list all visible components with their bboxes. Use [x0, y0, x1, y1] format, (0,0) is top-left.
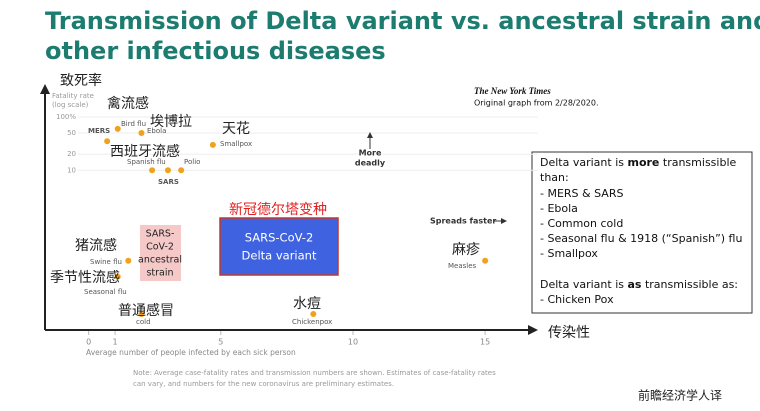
point	[149, 167, 156, 174]
text-box-item: - Ebola	[540, 202, 578, 215]
point-label-zh: 西班牙流感	[110, 143, 180, 160]
note: Note: Average case-fatality rates and tr…	[133, 369, 496, 377]
annotation: deadly	[355, 159, 386, 168]
text-box-line: Delta variant is more transmissible	[540, 156, 736, 169]
ancestral-box-text: CoV-2	[146, 242, 174, 253]
y-tick-label: 10	[67, 166, 76, 174]
point-label-zh: 季节性流感	[50, 269, 120, 286]
ancestral-box	[140, 225, 181, 281]
point	[114, 125, 121, 132]
annotation: Spreads faster	[430, 217, 496, 226]
point-label: SARS	[158, 178, 179, 186]
y-tick-label: 100%	[56, 113, 76, 121]
point	[178, 167, 185, 174]
ancestral-box-text: SARS-	[146, 229, 175, 240]
point-label-zh: 猪流感	[75, 237, 117, 254]
point-label: Measles	[448, 262, 477, 270]
y-axis-label-zh: 致死率	[60, 72, 102, 89]
ancestral-box-text: ancestral	[138, 255, 182, 266]
title-line: other infectious diseases	[45, 37, 386, 65]
delta-box-title: 新冠德尔塔变种	[229, 202, 327, 218]
delta-box-text: SARS-CoV-2	[245, 231, 314, 245]
x-tick-label: 0	[86, 338, 91, 347]
point-label-zh: 普通感冒	[118, 302, 174, 319]
y-tick-label: 50	[67, 129, 76, 137]
point-label: Ebola	[147, 127, 166, 135]
text-box-item: - Seasonal flu & 1918 (“Spanish”) flu	[540, 232, 742, 245]
point-label: Swine flu	[90, 258, 122, 266]
point	[482, 257, 489, 264]
point-label: cold	[136, 318, 151, 326]
text-run: as	[627, 278, 641, 291]
note: can vary, and numbers for the new corona…	[133, 380, 394, 388]
source: Original graph from 2/28/2020.	[474, 99, 599, 108]
x-axis-arrow	[528, 325, 538, 335]
y-axis-label: Fatality rate	[52, 92, 94, 100]
point-label-zh: 禽流感	[107, 95, 149, 112]
text-box-line: than:	[540, 171, 569, 184]
text-run: transmissible	[659, 156, 736, 169]
title-line: Transmission of Delta variant vs. ancest…	[45, 7, 760, 35]
text-run: Delta variant is	[540, 156, 627, 169]
point	[138, 130, 145, 137]
y-tick-label: 20	[67, 150, 76, 158]
point-label: Smallpox	[220, 140, 252, 148]
point	[310, 310, 317, 317]
text-box-item: - MERS & SARS	[540, 187, 623, 200]
footer: 前瞻经济学人译	[638, 388, 722, 403]
text-run: transmissible as:	[641, 278, 738, 291]
point-label-zh: 水痘	[293, 296, 321, 312]
annotation: More	[359, 149, 382, 158]
point-label-zh: 埃博拉	[150, 113, 192, 130]
x-tick-label: 5	[218, 338, 223, 347]
x-axis-label: Average number of people infected by eac…	[86, 348, 296, 357]
point-label: Spanish flu	[127, 158, 166, 166]
point-label-zh: 天花	[222, 121, 250, 137]
point-label: Polio	[184, 158, 200, 166]
x-axis-label-zh: 传染性	[548, 325, 590, 341]
point	[164, 167, 171, 174]
point	[138, 310, 145, 317]
arrow-head	[501, 218, 507, 224]
x-tick-label: 15	[480, 338, 490, 347]
point-label: Chickenpox	[292, 318, 332, 326]
point	[114, 273, 121, 280]
text-run: more	[627, 156, 659, 169]
text-box-line: Delta variant is as transmissible as:	[540, 278, 738, 291]
y-axis-arrow	[40, 84, 50, 94]
point	[125, 257, 132, 264]
ancestral-box-text: strain	[146, 268, 173, 279]
point-label: Seasonal flu	[84, 288, 127, 296]
point-label: MERS	[88, 127, 110, 135]
x-tick-label: 10	[348, 338, 358, 347]
point	[104, 138, 111, 145]
point-label: Bird flu	[121, 120, 146, 128]
delta-box	[219, 217, 339, 276]
y-axis-label: (log scale)	[52, 101, 89, 109]
point	[209, 141, 216, 148]
x-tick-label: 1	[113, 338, 118, 347]
point-label-zh: 麻疹	[452, 242, 480, 258]
delta-box-text: Delta variant	[242, 249, 317, 263]
source-logo: The New York Times	[474, 86, 551, 96]
text-box	[531, 151, 753, 314]
arrow-head	[367, 132, 373, 138]
text-box-item: - Common cold	[540, 217, 623, 230]
text-run: Delta variant is	[540, 278, 627, 291]
text-box-item: - Smallpox	[540, 247, 598, 260]
text-box-item: - Chicken Pox	[540, 293, 614, 306]
